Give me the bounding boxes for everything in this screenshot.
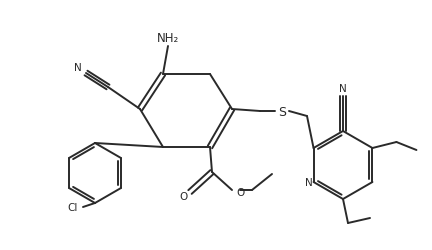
Text: S: S [278,105,286,118]
Text: N: N [305,177,312,187]
Text: O: O [180,191,188,201]
Text: Cl: Cl [68,202,78,212]
Text: N: N [339,84,347,94]
Text: N: N [74,63,82,73]
Text: O: O [236,187,244,197]
Text: NH₂: NH₂ [157,32,179,45]
